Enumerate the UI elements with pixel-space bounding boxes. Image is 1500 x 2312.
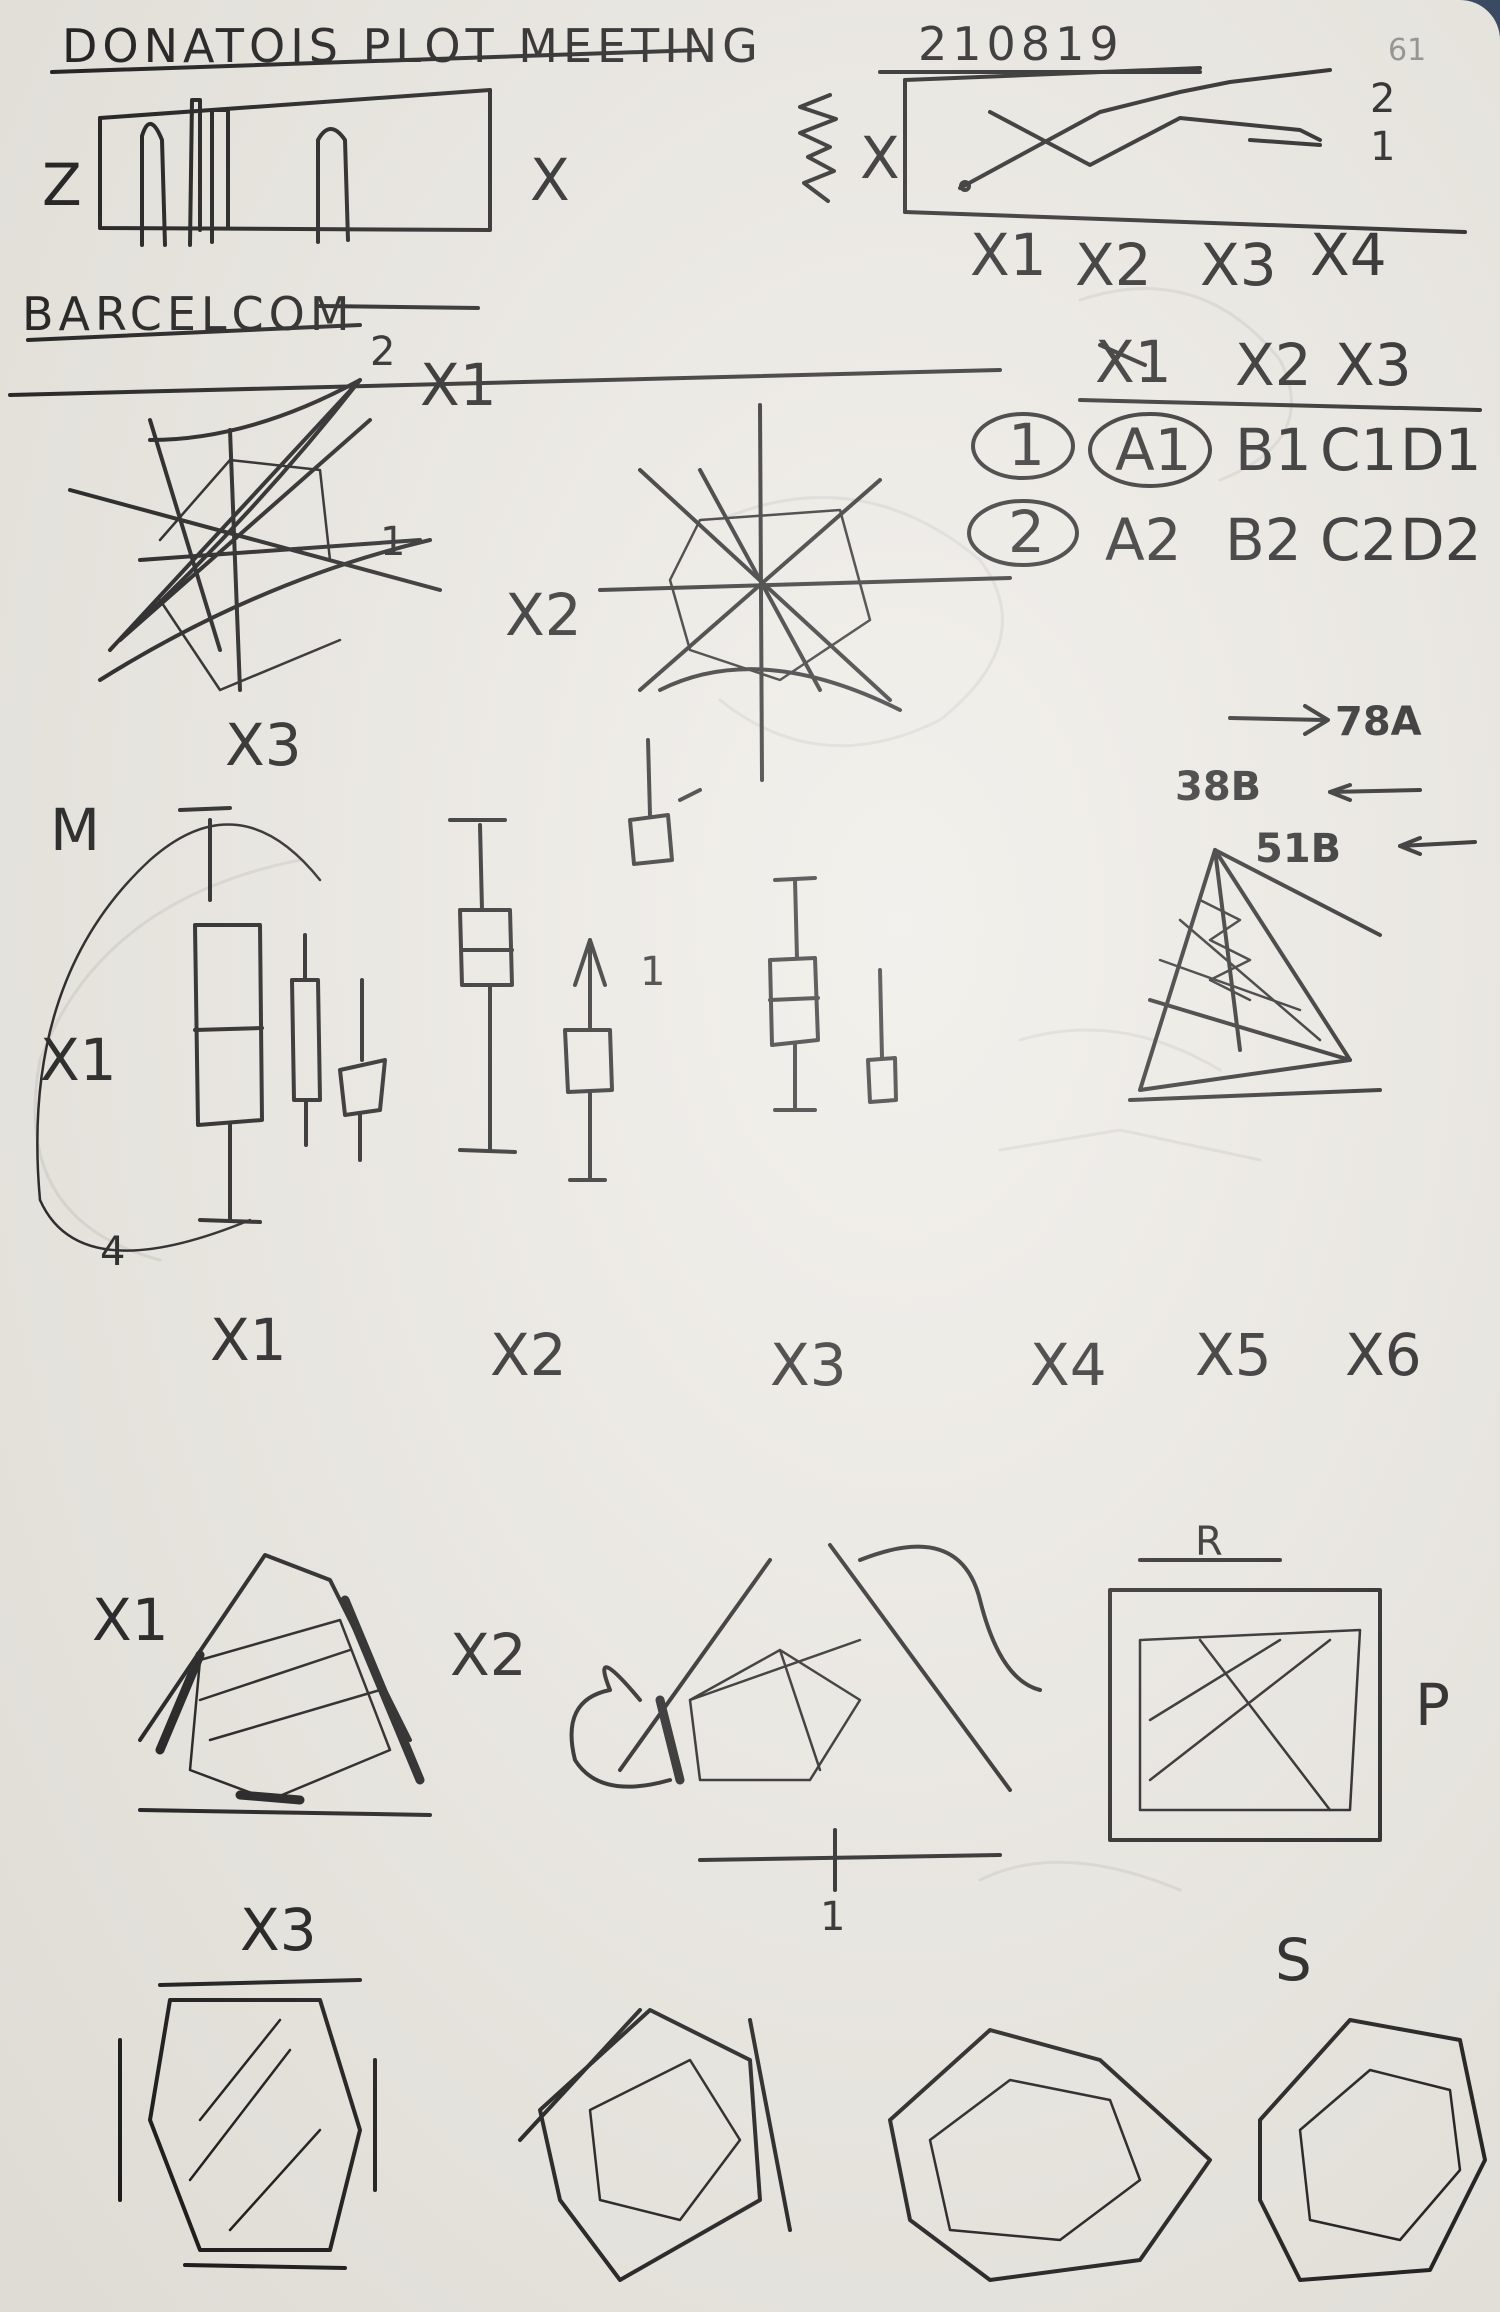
x-row-label-2: X2 (490, 1321, 567, 1389)
radar-sketch-left: 2 X1 1 X2 (68, 329, 582, 692)
radar-left-label-2: 2 (370, 329, 395, 375)
boxplot-label-x1: X1 (40, 1026, 117, 1094)
subtitle-underline-2 (318, 304, 480, 310)
radar-left-label-x1: X1 (420, 351, 497, 419)
boxplot-label-1: 1 (640, 949, 665, 995)
arrow-note-51b: 51B (1255, 826, 1341, 872)
row-1-id: 1 (1008, 411, 1045, 479)
table-header-x3: X3 (1335, 331, 1412, 399)
shape-label-s: S (1275, 1926, 1312, 1994)
subtitle-underline-1 (26, 323, 362, 342)
line-series-2 (958, 68, 1332, 190)
bar-1 (140, 122, 167, 247)
title-underline (50, 48, 702, 74)
bar-sketch-top-line (98, 88, 492, 120)
radar-left-label-1: 1 (380, 519, 405, 565)
line-sketch: X 2 1 X1 X2 X3 X4 (798, 66, 1467, 299)
line-sketch-y-scribble (798, 93, 838, 203)
row-1-cell-d: D1 (1400, 416, 1482, 484)
line-x-label-1: X1 (970, 221, 1047, 289)
boxplot-enclosure (36, 823, 322, 1202)
bar-sketch-frame (98, 88, 492, 232)
line-series-label-2: 2 (1370, 76, 1395, 122)
line-series-tail (1248, 138, 1322, 147)
line-series-label-1: 1 (1370, 124, 1395, 170)
table-header-x1: X1 (1095, 328, 1172, 396)
row-2-cell-a: A2 (1105, 506, 1182, 574)
bar-3 (210, 108, 230, 244)
line-sketch-y-label: X (860, 124, 900, 192)
x-row-label-3: X3 (770, 1331, 847, 1399)
page-date: 210819 (918, 17, 1124, 71)
row-1-cell-c: C1 (1320, 416, 1397, 484)
x-row-label-5: X5 (1195, 1321, 1272, 1389)
boxplot-label-m: M (50, 796, 100, 864)
shape-label-p: P (1415, 1671, 1450, 1739)
line-sketch-x-axis (903, 210, 1467, 234)
bar-4 (316, 127, 350, 244)
table-header-strike (1098, 343, 1147, 367)
shape-label-x1: X1 (92, 1586, 169, 1654)
shape-label-x3: X3 (240, 1896, 317, 1964)
line-x-label-4: X4 (1310, 221, 1387, 289)
shape-label-r: R (1195, 1519, 1223, 1565)
line-x-label-2: X2 (1075, 231, 1152, 299)
row-1-cell-b: B1 (1235, 416, 1312, 484)
radar-sketch-center (598, 403, 1012, 782)
radar-left-label-x2: X2 (505, 581, 582, 649)
page-number: 61 (1388, 33, 1426, 68)
triangle-sketch (1128, 848, 1382, 1102)
line-sketch-dot (959, 180, 971, 192)
bar-sketch-left-label: Z (42, 151, 82, 219)
bleed-through-marks (33, 287, 1293, 1892)
row-2-id: 2 (1008, 498, 1045, 566)
row-1-cell-a: A1 (1115, 416, 1192, 484)
row-1-id-circle (971, 412, 1075, 480)
line-sketch-top-line (903, 66, 1202, 82)
x-row-label-1: X1 (210, 1306, 287, 1374)
x-row-label-4: X4 (1030, 1331, 1107, 1399)
shape-label-x2: X2 (450, 1621, 527, 1689)
arrow-note-78a: 78A (1335, 699, 1422, 745)
arrow-notes: 78A 38B 51B (1175, 699, 1477, 872)
page-title: DONATOIS PLOT MEETING (62, 19, 763, 73)
shape-label-1: 1 (820, 1894, 845, 1940)
x-label-row: X1 X2 X3 X4 X5 X6 (210, 1306, 1422, 1399)
boxplot-sketch: M X3 X1 4 1 (36, 711, 898, 1275)
boxplot-label-x3: X3 (225, 711, 302, 779)
row-2-cell-c: C2 (1320, 506, 1397, 574)
row-1-highlight (1088, 412, 1212, 488)
row-2-cell-d: D2 (1400, 506, 1482, 574)
boxplot-label-4: 4 (100, 1229, 125, 1275)
line-series-1 (988, 110, 1322, 167)
row-2-id-circle (967, 499, 1079, 567)
section-divider (8, 368, 1002, 397)
line-x-label-3: X3 (1200, 231, 1277, 299)
shape-sketches: X1 X2 1 R P S X3 (92, 1519, 1487, 2282)
arrow-note-38b: 38B (1175, 764, 1261, 810)
table-sketch: X1 X2 X3 1 A1 B1 C1 D1 2 A2 B2 C2 D2 (967, 328, 1482, 574)
x-row-label-6: X6 (1345, 1321, 1422, 1389)
row-2-cell-b: B2 (1225, 506, 1302, 574)
bar-sketch: Z X (42, 88, 570, 247)
table-header-x2: X2 (1235, 331, 1312, 399)
bar-sketch-right-label: X (530, 146, 570, 214)
table-header-rule (1078, 398, 1482, 412)
bar-2 (188, 98, 202, 247)
